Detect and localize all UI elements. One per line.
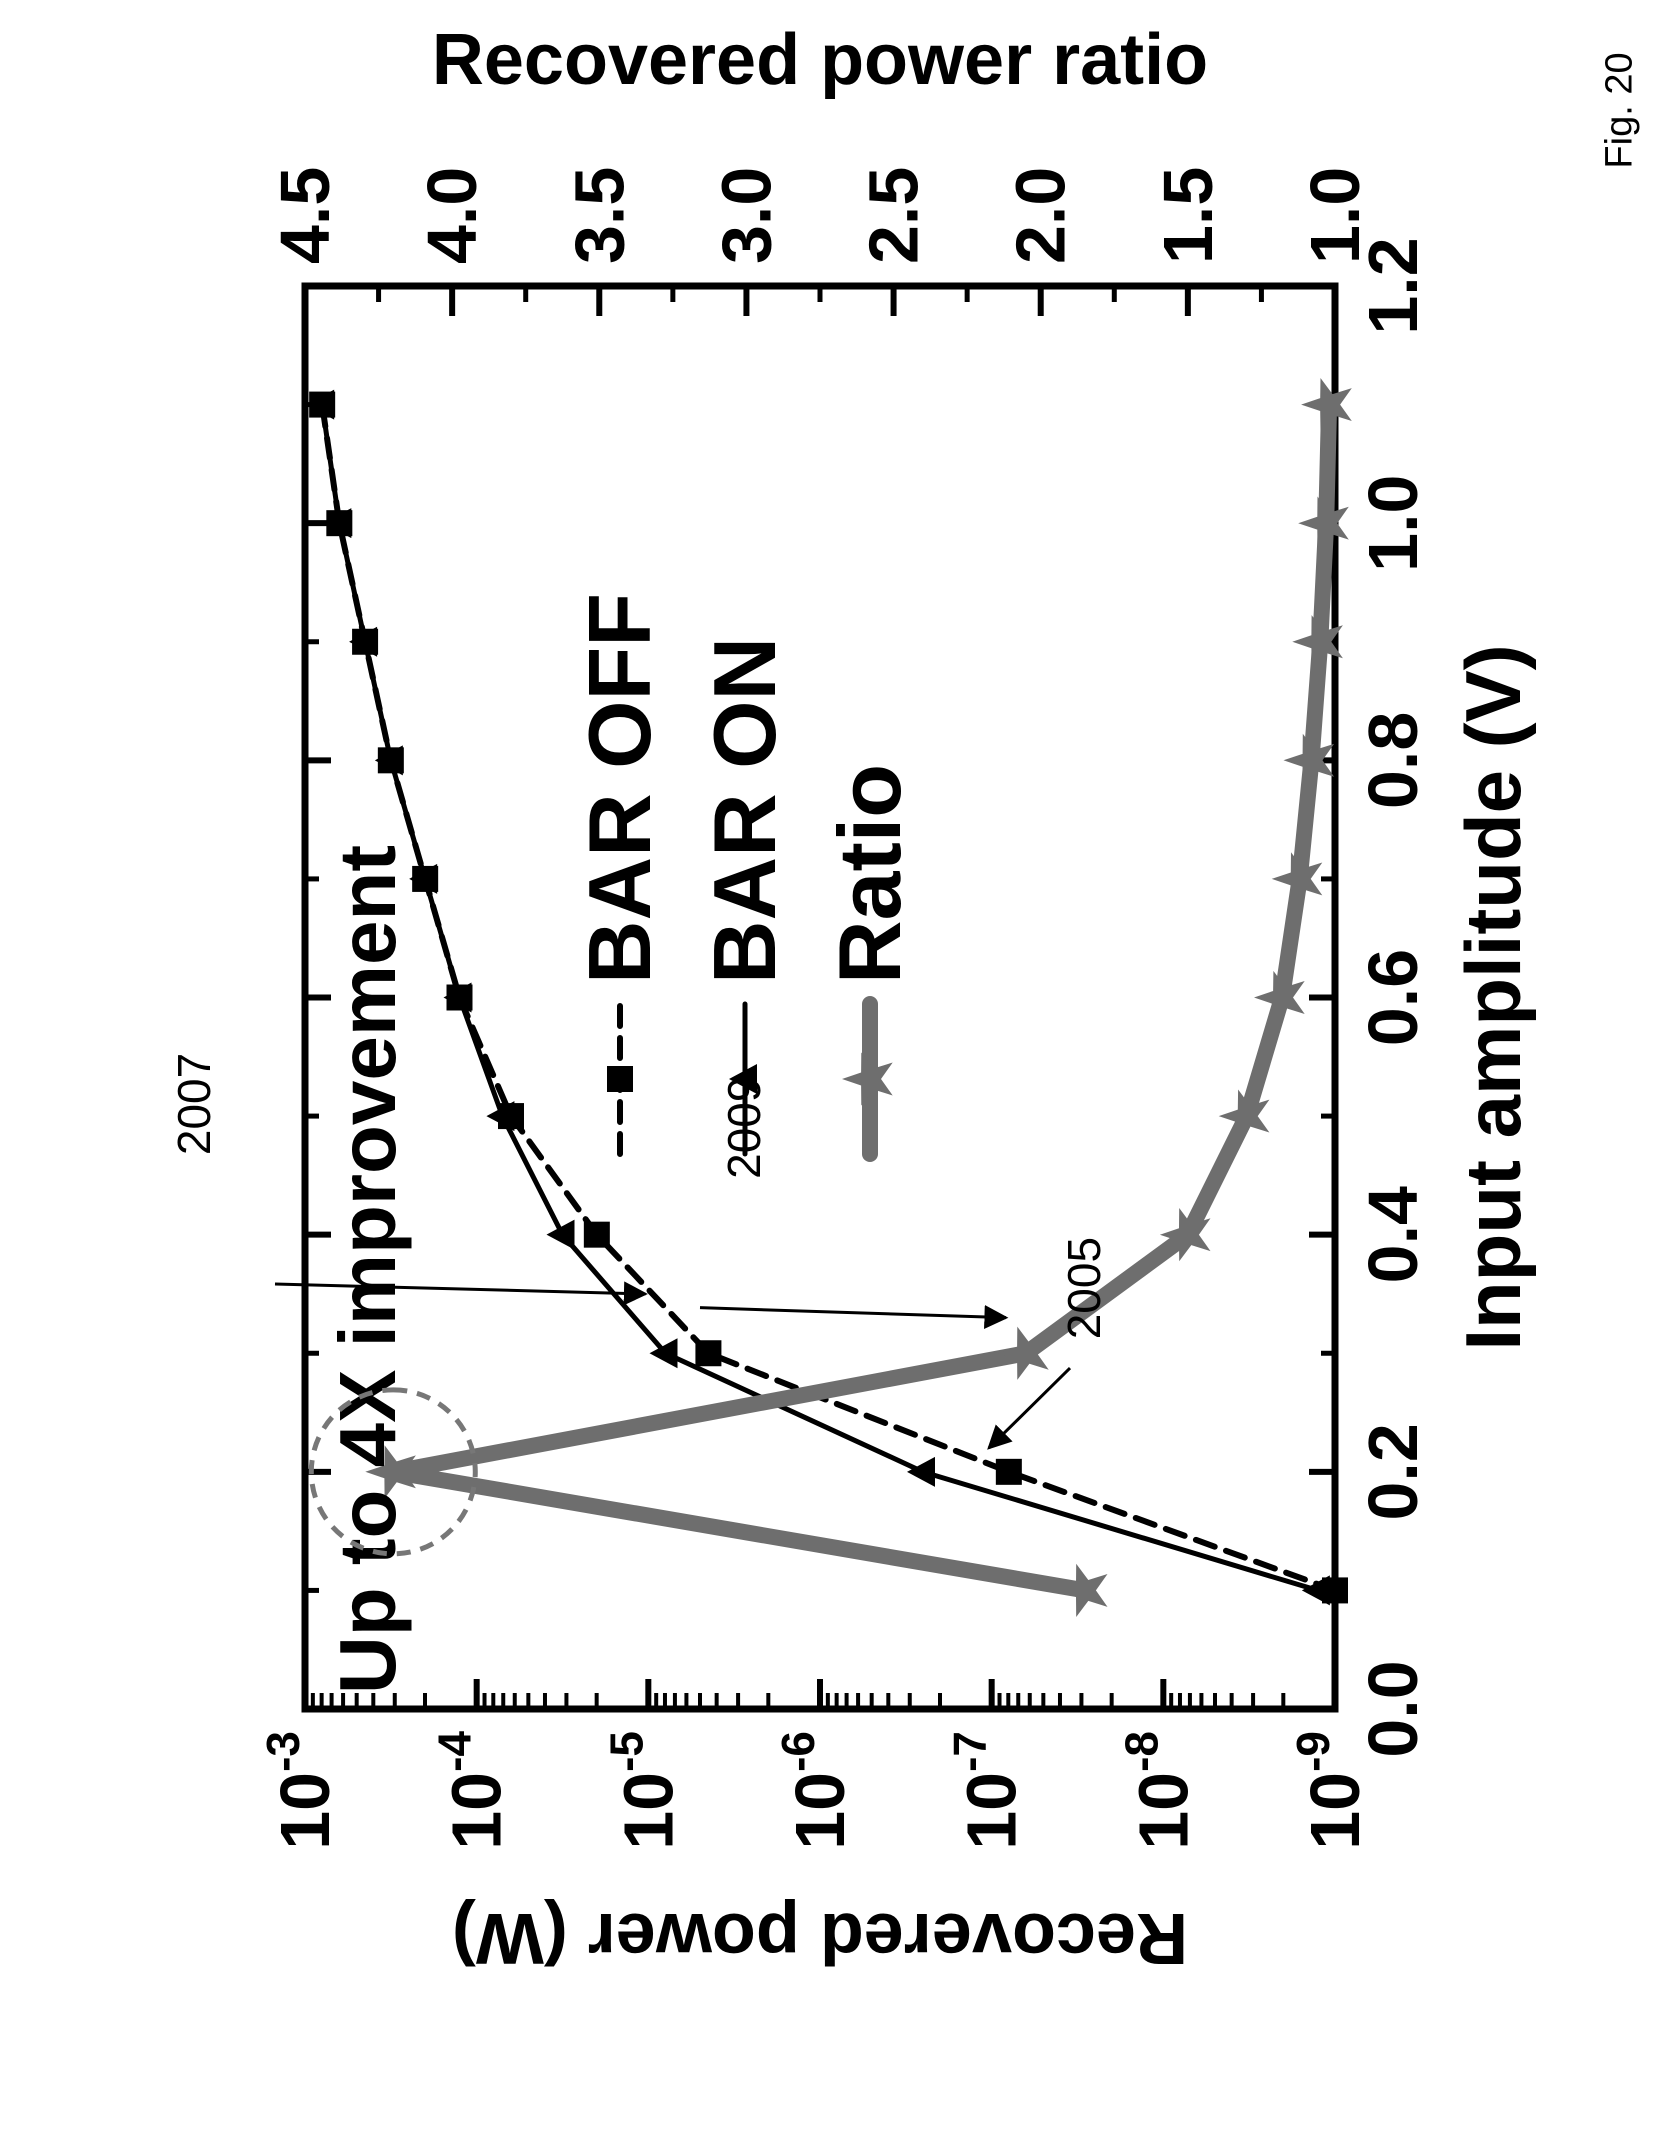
y-tick-exponent: -5 bbox=[600, 1731, 652, 1772]
y-tick-label: 10-3 bbox=[257, 1731, 344, 1850]
data-point bbox=[323, 508, 352, 539]
peak-highlight-circle bbox=[308, 1387, 478, 1557]
x-axis-label: Input amplitude (V) bbox=[1449, 644, 1537, 1350]
annotation-layer: Up to 4X improvement200720092005 bbox=[168, 845, 1110, 1694]
y-tick-label: 10-5 bbox=[600, 1731, 687, 1850]
data-point bbox=[1301, 378, 1352, 432]
data-point bbox=[546, 1219, 575, 1250]
y2-tick-label: 1.5 bbox=[1149, 167, 1227, 264]
data-point bbox=[443, 982, 472, 1013]
data-point bbox=[995, 1458, 1022, 1485]
data-point bbox=[1056, 1563, 1108, 1617]
legend: BAR OFF BAR ON Ratio bbox=[570, 593, 919, 1162]
improvement-annotation: Up to 4X improvement bbox=[323, 845, 412, 1694]
x-tick-label: 1.2 bbox=[1354, 237, 1432, 334]
data-point bbox=[365, 1445, 416, 1499]
y-tick-exponent: -7 bbox=[944, 1731, 996, 1772]
y-tick-exponent: -9 bbox=[1287, 1731, 1339, 1772]
legend-marker bbox=[729, 1064, 757, 1094]
series-bar-on bbox=[306, 389, 1330, 1606]
data-point bbox=[409, 863, 438, 894]
data-point bbox=[1292, 615, 1343, 669]
x-tick-label: 0.2 bbox=[1354, 1423, 1432, 1520]
x-tick-label: 0.6 bbox=[1354, 949, 1432, 1046]
data-point bbox=[1283, 733, 1335, 787]
data-point bbox=[695, 1340, 722, 1367]
y2-tick-label: 2.0 bbox=[1002, 167, 1080, 264]
y2-axis-label: Recovered power ratio bbox=[432, 20, 1208, 100]
axes-layer: 0.00.20.40.60.81.01.210-310-410-510-610-… bbox=[257, 20, 1537, 1978]
series-line bbox=[385, 396, 1338, 1599]
y2-tick-label: 2.5 bbox=[855, 167, 933, 264]
callout-arrow bbox=[274, 1281, 648, 1306]
data-point bbox=[349, 626, 378, 657]
callout-arrow bbox=[987, 1367, 1072, 1450]
x-tick-label: 0.8 bbox=[1354, 712, 1432, 809]
legend-marker bbox=[607, 1066, 633, 1092]
y2-tick-label: 4.5 bbox=[266, 167, 344, 264]
data-point bbox=[1159, 1208, 1211, 1262]
y2-tick-label: 4.0 bbox=[413, 167, 491, 264]
y-tick-exponent: -6 bbox=[772, 1731, 824, 1772]
series-line bbox=[319, 401, 1338, 1594]
figure-label-text: Fig. 20 bbox=[1598, 51, 1641, 169]
data-point bbox=[486, 1101, 515, 1132]
y2-tick-label: 1.0 bbox=[1296, 167, 1374, 264]
legend-label: Ratio bbox=[820, 764, 919, 984]
x-tick-label: 0.0 bbox=[1354, 1660, 1432, 1757]
figure-label: Fig. 20 bbox=[1590, 30, 1650, 190]
y-tick-exponent: -3 bbox=[257, 1731, 309, 1772]
data-point bbox=[998, 1326, 1049, 1380]
data-point bbox=[1271, 852, 1323, 906]
series-layer bbox=[306, 378, 1352, 1617]
callout-label: 2005 bbox=[1058, 1237, 1110, 1339]
y-tick-label: 10-8 bbox=[1115, 1731, 1202, 1850]
y2-tick-label: 3.5 bbox=[560, 167, 638, 264]
y-tick-label: 10-7 bbox=[944, 1731, 1031, 1850]
callout-arrow bbox=[699, 1304, 1009, 1329]
y2-tick-label: 3.0 bbox=[707, 167, 785, 264]
legend-label: BAR ON bbox=[695, 637, 794, 984]
data-point bbox=[1218, 1089, 1270, 1143]
data-point bbox=[1301, 1575, 1330, 1606]
y-tick-label: 10-6 bbox=[772, 1731, 859, 1850]
rotated-plot-group: 0.00.20.40.60.81.01.210-310-410-510-610-… bbox=[168, 20, 1537, 1978]
data-point bbox=[583, 1221, 610, 1248]
data-point bbox=[374, 745, 403, 776]
y-axis-label: Recovered power (W) bbox=[452, 1898, 1188, 1978]
series-ratio bbox=[365, 378, 1352, 1617]
data-point bbox=[907, 1456, 935, 1487]
x-tick-label: 0.4 bbox=[1354, 1186, 1432, 1283]
y-tick-exponent: -8 bbox=[1115, 1731, 1167, 1772]
data-point bbox=[1298, 496, 1349, 550]
callout-label: 2007 bbox=[168, 1053, 220, 1155]
y-tick-label: 10-9 bbox=[1287, 1731, 1374, 1850]
y-tick-label: 10-4 bbox=[429, 1731, 516, 1850]
data-point bbox=[306, 389, 335, 420]
data-point bbox=[649, 1338, 678, 1369]
x-tick-label: 1.0 bbox=[1354, 475, 1432, 572]
legend-marker bbox=[842, 1052, 893, 1106]
legend-label: BAR OFF bbox=[570, 593, 669, 984]
y-tick-exponent: -4 bbox=[429, 1731, 481, 1772]
data-point bbox=[1254, 970, 1305, 1025]
